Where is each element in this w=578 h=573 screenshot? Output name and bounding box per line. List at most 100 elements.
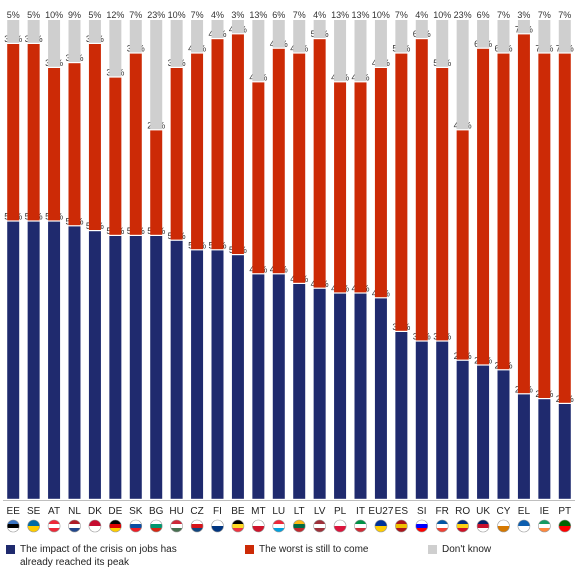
- bar-worst-sk: [129, 53, 142, 235]
- bar-dk-el: [517, 20, 530, 34]
- flag-icon-lu: [272, 519, 286, 533]
- label-dk-be: 3%: [231, 10, 244, 20]
- bar-jobs-uk: [477, 365, 490, 499]
- label-dk-ie: 7%: [538, 10, 551, 20]
- category-label-de: DE: [108, 506, 122, 517]
- bar-worst-it: [354, 82, 367, 293]
- flag-icon-cy: [497, 519, 510, 533]
- label-dk-nl: 9%: [68, 10, 81, 20]
- label-dk-pt: 7%: [558, 10, 571, 20]
- label-dk-lv: 4%: [313, 10, 326, 20]
- bar-worst-fr: [436, 68, 449, 341]
- bar-worst-es: [395, 53, 408, 331]
- flag-icon-dk: [88, 519, 102, 533]
- flag-icon-ie: [538, 519, 551, 533]
- category-label-lt: LT: [294, 506, 305, 517]
- bar-worst-bg: [150, 130, 163, 235]
- category-label-se: SE: [27, 506, 41, 517]
- label-dk-lt: 7%: [293, 10, 306, 20]
- bar-dk-bg: [150, 20, 163, 130]
- flag-icon-pl: [333, 519, 347, 533]
- bar-dk-be: [231, 20, 244, 34]
- flag-icon-bg: [149, 519, 163, 533]
- bar-dk-eu27: [374, 20, 387, 67]
- category-label-dk: DK: [88, 506, 102, 517]
- flag-icon-it: [354, 519, 367, 533]
- bar-dk-fi: [211, 20, 224, 38]
- bar-worst-cy: [497, 53, 510, 370]
- bar-worst-mt: [252, 82, 265, 274]
- category-label-cz: CZ: [190, 506, 203, 517]
- bar-worst-si: [415, 39, 428, 341]
- bar-jobs-lu: [272, 274, 285, 499]
- bar-dk-cy: [497, 20, 510, 53]
- label-dk-si: 4%: [415, 10, 428, 20]
- legend-label-worst: The worst is still to come: [259, 544, 369, 555]
- label-dk-lu: 6%: [272, 10, 285, 20]
- bar-dk-de: [109, 20, 122, 77]
- chart-area: 58%37%5%EE58%37%5%SE58%32%10%AT57%34%9%N…: [3, 10, 575, 533]
- label-dk-sk: 7%: [129, 10, 142, 20]
- legend-swatch-dont-know: [428, 545, 437, 554]
- legend-item-dont-know: Don't know: [428, 543, 548, 556]
- bar-dk-at: [48, 20, 61, 67]
- bar-worst-se: [27, 44, 40, 221]
- flag-icon-at: [47, 519, 61, 533]
- label-dk-bg: 23%: [147, 10, 165, 20]
- bar-dk-nl: [68, 20, 81, 62]
- bar-jobs-se: [27, 221, 40, 499]
- legend-swatch-jobs: [6, 545, 15, 554]
- flag-icon-sk: [129, 519, 143, 533]
- flag-icon-ee: [6, 519, 20, 533]
- bar-dk-se: [27, 20, 40, 43]
- category-label-mt: MT: [251, 506, 265, 517]
- bar-dk-lu: [272, 20, 285, 48]
- bar-jobs-cz: [191, 250, 204, 499]
- legend: The impact of the crisis on jobs has alr…: [0, 543, 578, 573]
- bar-jobs-ie: [538, 399, 551, 499]
- flag-icon-ro: [456, 519, 469, 533]
- label-dk-dk: 5%: [88, 10, 101, 20]
- flag-icon-mt: [252, 519, 265, 533]
- label-dk-es: 7%: [395, 10, 408, 20]
- category-label-fr: FR: [436, 506, 449, 517]
- bar-jobs-mt: [252, 274, 265, 499]
- bar-jobs-it: [354, 293, 367, 499]
- category-label-nl: NL: [68, 506, 81, 517]
- category-label-it: IT: [356, 506, 365, 517]
- flag-icon-de: [109, 519, 122, 533]
- label-dk-ro: 23%: [454, 10, 472, 20]
- category-label-pl: PL: [334, 506, 347, 517]
- category-label-sk: SK: [129, 506, 143, 517]
- bar-dk-mt: [252, 20, 265, 82]
- flag-icon-pt: [558, 519, 572, 533]
- category-label-el: EL: [518, 506, 531, 517]
- category-label-hu: HU: [169, 506, 183, 517]
- bar-worst-de: [109, 77, 122, 235]
- flag-icon-uk: [476, 519, 490, 533]
- legend-item-worst: The worst is still to come: [245, 543, 415, 556]
- bar-jobs-si: [415, 341, 428, 499]
- category-label-at: AT: [48, 506, 60, 517]
- flag-icon-es: [395, 519, 408, 533]
- bar-jobs-bg: [150, 236, 163, 499]
- flag-icon-nl: [68, 519, 81, 533]
- label-dk-se: 5%: [27, 10, 40, 20]
- category-label-bg: BG: [149, 506, 164, 517]
- bar-jobs-el: [517, 394, 530, 499]
- bar-dk-pt: [558, 20, 571, 53]
- label-dk-pl: 13%: [331, 10, 349, 20]
- bar-dk-dk: [88, 20, 101, 43]
- flag-icon-se: [27, 519, 40, 533]
- bar-worst-at: [48, 68, 61, 221]
- bar-dk-ro: [456, 20, 469, 130]
- bar-jobs-cy: [497, 370, 510, 499]
- bar-dk-fr: [436, 20, 449, 67]
- bar-jobs-de: [109, 236, 122, 499]
- bar-worst-lv: [313, 39, 326, 288]
- bar-jobs-at: [48, 221, 61, 499]
- bar-worst-pl: [334, 82, 347, 293]
- flag-icon-be: [231, 519, 245, 533]
- label-dk-uk: 6%: [477, 10, 490, 20]
- flag-icon-fi: [211, 519, 224, 533]
